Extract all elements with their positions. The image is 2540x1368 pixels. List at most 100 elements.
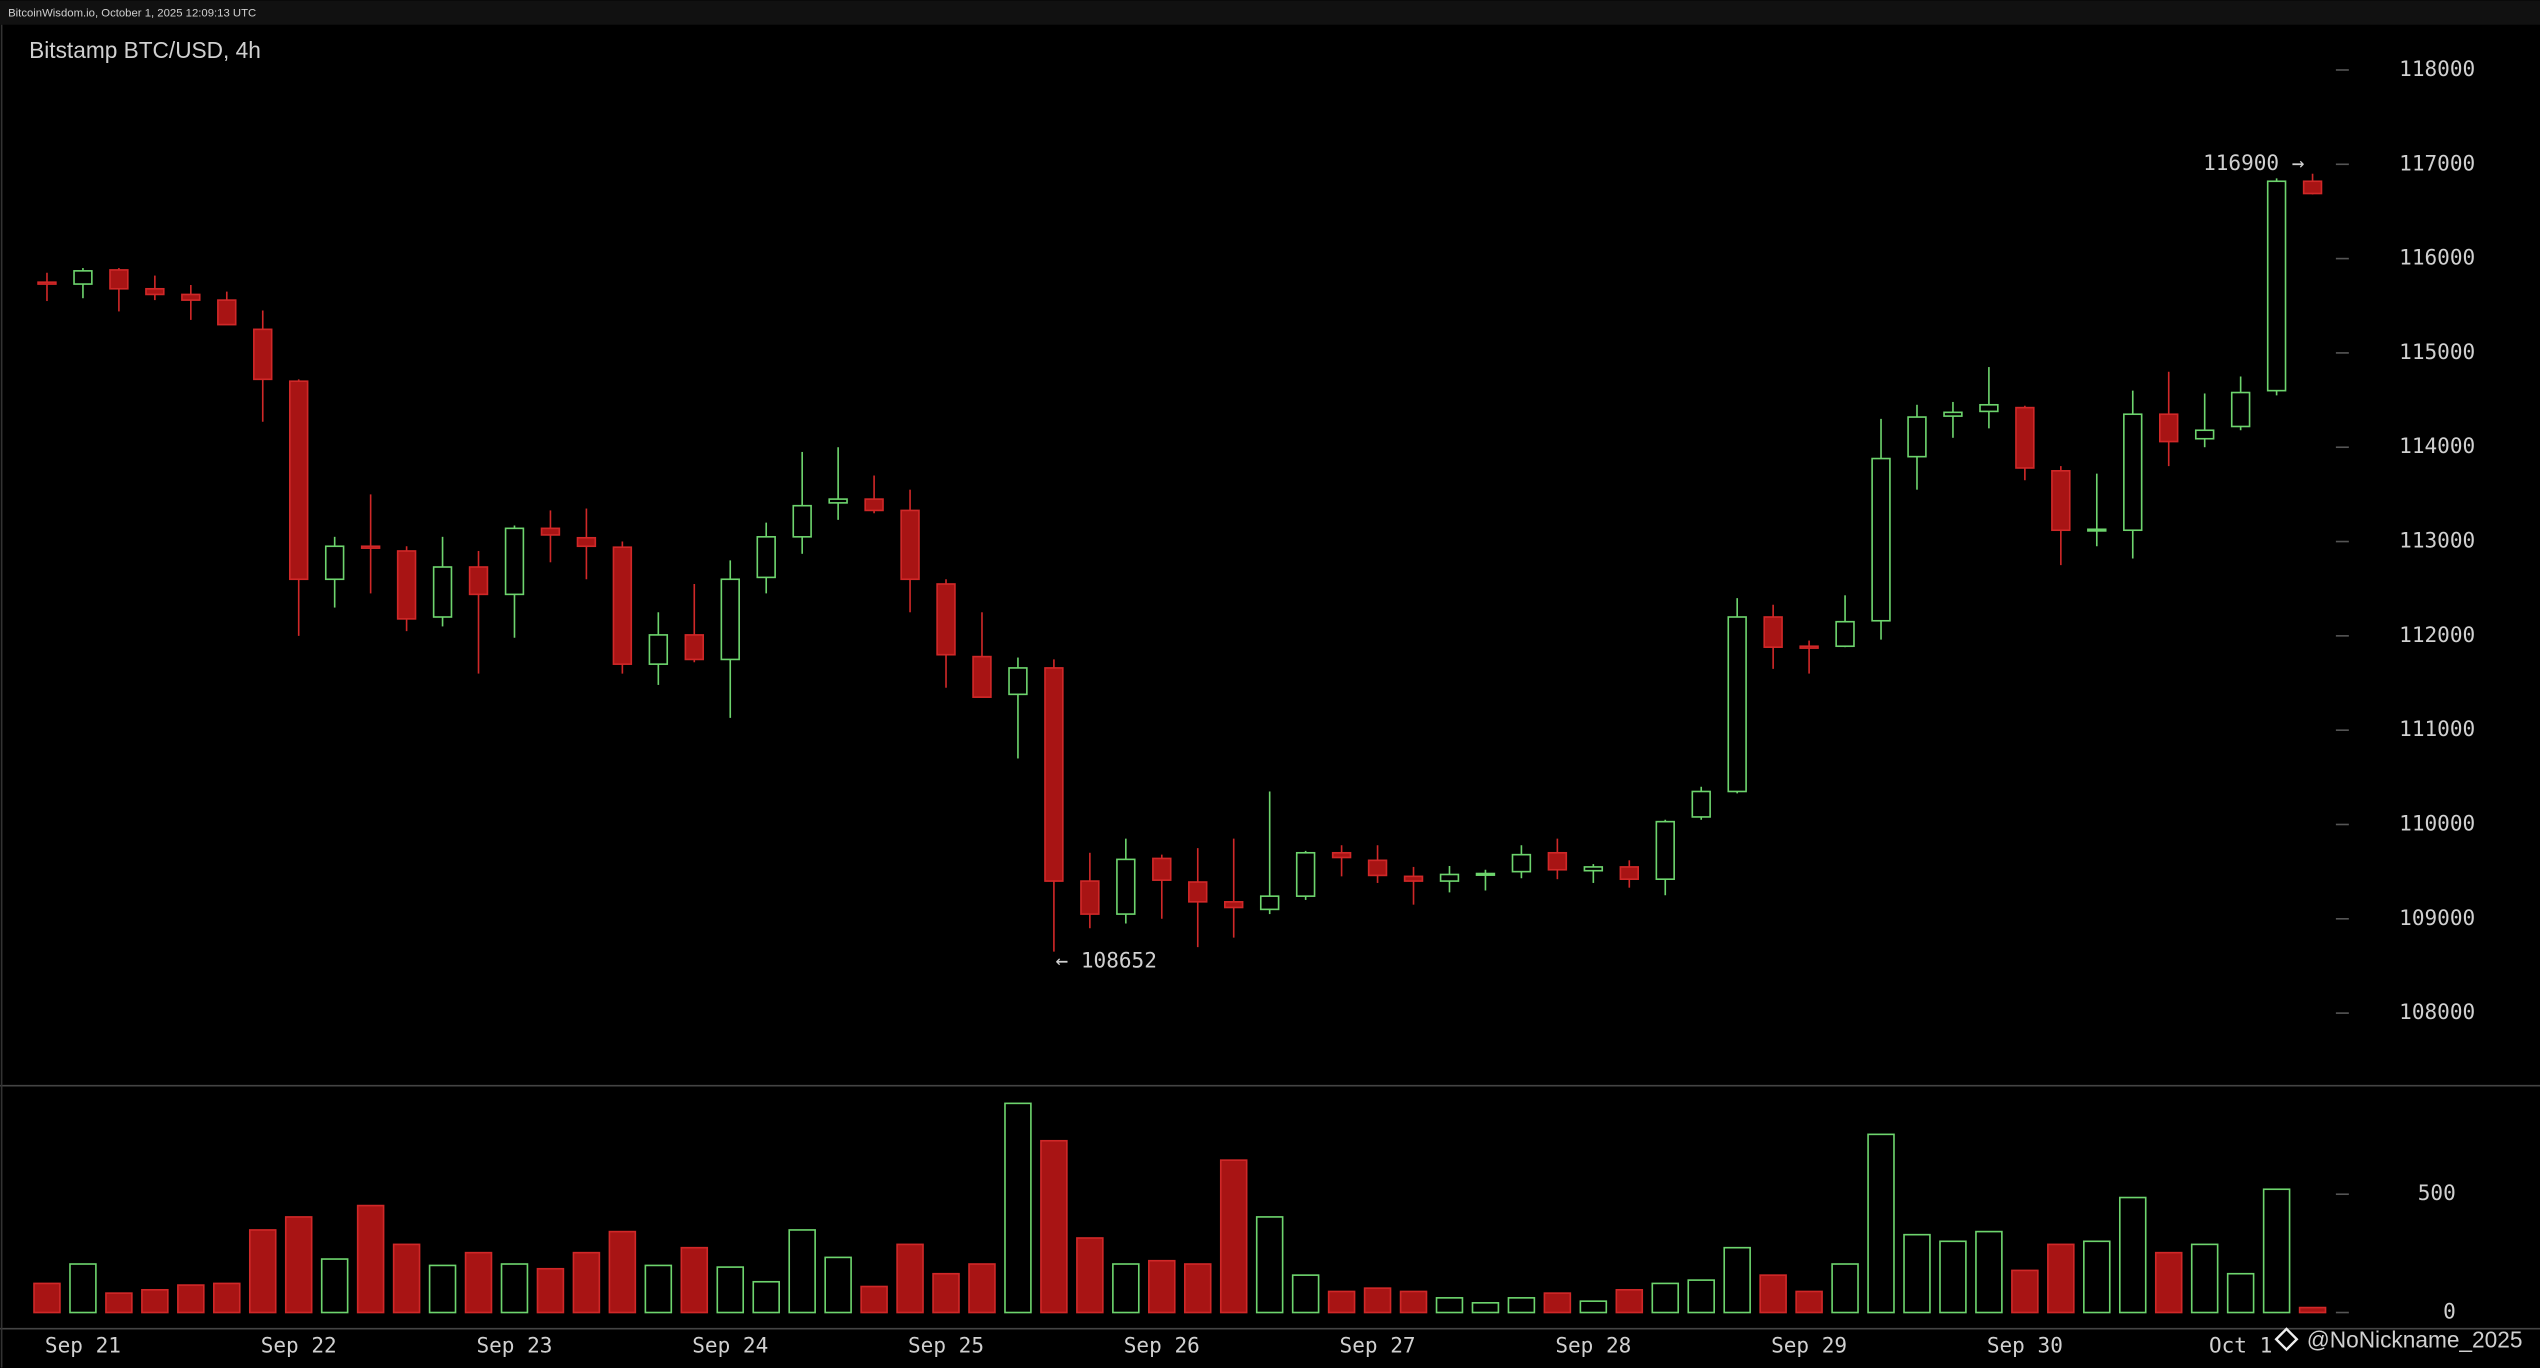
- candle-body: [1583, 866, 1604, 872]
- volume-bar: [2154, 1251, 2183, 1314]
- y-tick-label: 110000: [2399, 810, 2475, 835]
- volume-bar: [1507, 1297, 1536, 1314]
- y-tick-label: 118000: [2399, 56, 2475, 81]
- candle-body: [2266, 180, 2287, 392]
- y-tick-label: 108000: [2399, 999, 2475, 1024]
- candle-body: [864, 498, 884, 512]
- candle-body: [1619, 866, 1640, 880]
- volume-bar: [356, 1204, 385, 1314]
- watermark-logo: [2274, 1327, 2299, 1352]
- candle-body: [1907, 416, 1927, 458]
- candle-body: [468, 566, 489, 596]
- candle-body: [2123, 413, 2143, 532]
- y-tick-label: 114000: [2399, 433, 2475, 458]
- volume-bar: [428, 1264, 457, 1314]
- volume-bar: [1903, 1233, 1931, 1314]
- x-tick-label: Sep 23: [476, 1333, 552, 1358]
- candle-body: [1080, 880, 1100, 915]
- watermark-icon: [2274, 1327, 2299, 1352]
- candle-body: [576, 536, 597, 548]
- volume-bar: [1723, 1246, 1751, 1314]
- candle-body: [145, 287, 165, 296]
- candle-body: [1223, 901, 1244, 909]
- volume-bar: [2190, 1243, 2219, 1314]
- volume-bar: [932, 1272, 960, 1314]
- volume-bar: [33, 1282, 61, 1314]
- y-tick-label: 115000: [2399, 339, 2475, 364]
- candle-body: [1403, 875, 1424, 882]
- candle-body: [1331, 851, 1352, 859]
- volume-bar: [248, 1229, 277, 1314]
- y-tick-label: 117000: [2399, 150, 2475, 175]
- candle-body: [360, 545, 381, 549]
- volume-bar: [1399, 1290, 1428, 1314]
- candle-body: [1367, 859, 1388, 877]
- volume-bar: [2118, 1196, 2147, 1314]
- candle-body: [612, 546, 633, 665]
- volume-bar: [105, 1292, 133, 1314]
- candle-body: [540, 527, 561, 536]
- candle-body: [1979, 403, 1999, 413]
- candle-body: [2230, 391, 2251, 428]
- volume-bar: [1004, 1102, 1032, 1314]
- candle-body: [37, 281, 57, 285]
- volume-bar: [968, 1263, 996, 1314]
- volume-bar: [320, 1258, 349, 1314]
- volume-bar: [1795, 1290, 1823, 1314]
- y-tick-label: 113000: [2399, 528, 2475, 553]
- candle-body: [792, 504, 812, 538]
- volume-bar: [896, 1243, 924, 1314]
- volume-bar: [680, 1246, 709, 1314]
- candle-body: [1511, 853, 1532, 873]
- volume-bar: [2262, 1188, 2291, 1314]
- x-tick-label: Sep 25: [908, 1333, 984, 1358]
- annotation: 116900 →: [2203, 150, 2304, 175]
- candle-body: [1871, 457, 1891, 622]
- candle-body: [2015, 406, 2035, 469]
- candle-body: [720, 578, 740, 661]
- volume-bar: [572, 1251, 601, 1314]
- volume-tick-label: 500: [2418, 1180, 2456, 1205]
- candle-body: [2051, 469, 2071, 532]
- x-tick-label: Sep 29: [1771, 1333, 1847, 1358]
- candle-body: [2194, 429, 2215, 440]
- candle-body: [1763, 616, 1783, 648]
- volume-bar: [608, 1230, 637, 1314]
- volume-bar: [464, 1251, 493, 1314]
- candle-body: [181, 293, 201, 301]
- volume-bar: [69, 1263, 97, 1314]
- candle-body: [1691, 790, 1711, 818]
- y-tick-label: 109000: [2399, 905, 2475, 930]
- candle-body: [648, 634, 669, 665]
- candle-body: [684, 634, 705, 661]
- volume-bar: [500, 1263, 529, 1314]
- x-tick-label: Sep 22: [261, 1333, 337, 1358]
- volume-tick-label: 0: [2443, 1299, 2456, 1324]
- volume-bar: [2298, 1306, 2327, 1314]
- candle-body: [253, 328, 273, 381]
- volume-bar: [1291, 1274, 1320, 1314]
- volume-bar: [1615, 1288, 1644, 1314]
- candle-body: [1835, 620, 1855, 648]
- volume-bar: [860, 1285, 888, 1314]
- candle-body: [756, 536, 776, 579]
- volume-bar: [177, 1284, 205, 1314]
- volume-bar: [1148, 1259, 1176, 1314]
- volume-bar: [2083, 1240, 2111, 1314]
- watermark: @NoNickname_2025: [2307, 1327, 2523, 1353]
- y-tick-label: 116000: [2399, 245, 2475, 270]
- volume-bar: [1327, 1290, 1356, 1314]
- y-tick-label: 112000: [2399, 622, 2475, 647]
- candle-body: [1259, 895, 1280, 911]
- candle-body: [1943, 411, 1963, 417]
- candle-body: [73, 270, 93, 285]
- candle-body: [217, 299, 237, 326]
- volume-bar: [1831, 1263, 1859, 1314]
- volume-bar: [788, 1229, 816, 1314]
- x-tick-label: Sep 26: [1124, 1333, 1200, 1358]
- candle-body: [2087, 528, 2107, 532]
- candle-body: [1475, 872, 1496, 876]
- volume-bar: [644, 1264, 673, 1314]
- volume-bar: [284, 1216, 313, 1314]
